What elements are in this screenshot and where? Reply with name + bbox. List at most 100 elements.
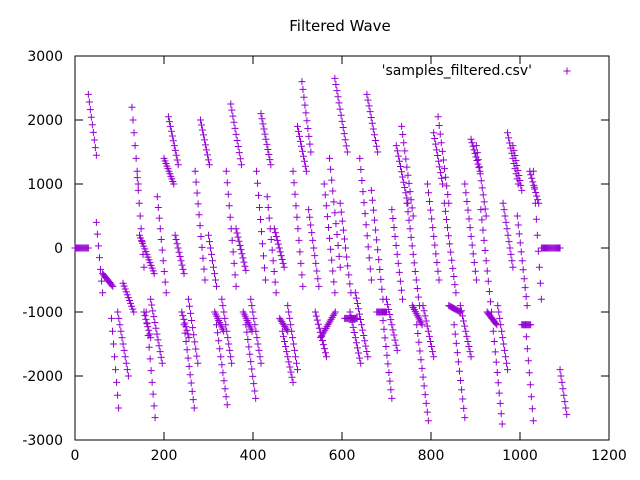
data-point bbox=[435, 157, 443, 165]
data-point bbox=[320, 328, 328, 336]
data-point bbox=[246, 350, 254, 358]
data-point bbox=[285, 308, 293, 316]
data-point bbox=[468, 139, 476, 147]
data-point bbox=[124, 372, 132, 380]
data-point bbox=[405, 216, 413, 224]
data-point bbox=[107, 314, 115, 322]
data-point bbox=[436, 163, 444, 171]
y-tick-label: -2000 bbox=[22, 369, 63, 385]
data-point bbox=[534, 196, 542, 204]
data-point bbox=[431, 241, 439, 249]
data-point bbox=[121, 285, 129, 293]
data-point bbox=[232, 282, 240, 290]
data-point bbox=[276, 248, 284, 256]
data-point bbox=[313, 316, 321, 324]
data-point bbox=[150, 270, 158, 278]
data-point bbox=[457, 307, 465, 315]
data-point bbox=[365, 254, 373, 262]
data-point bbox=[328, 176, 336, 184]
data-point bbox=[243, 328, 251, 336]
data-point bbox=[293, 359, 301, 367]
data-point bbox=[170, 142, 178, 150]
data-point bbox=[258, 115, 266, 123]
data-point bbox=[354, 305, 362, 313]
data-point bbox=[149, 307, 157, 315]
data-point bbox=[399, 173, 407, 181]
data-point bbox=[434, 267, 442, 275]
data-point bbox=[458, 386, 466, 394]
data-point bbox=[426, 337, 434, 345]
data-point bbox=[174, 161, 182, 169]
data-point bbox=[270, 225, 278, 233]
data-point bbox=[235, 149, 243, 157]
data-point bbox=[158, 246, 166, 254]
data-point bbox=[440, 199, 448, 207]
data-point bbox=[421, 391, 429, 399]
data-point bbox=[474, 156, 482, 164]
data-point bbox=[445, 232, 453, 240]
data-point bbox=[326, 234, 334, 242]
data-point bbox=[330, 198, 338, 206]
data-point bbox=[375, 256, 383, 264]
data-point bbox=[481, 205, 489, 213]
data-point bbox=[556, 366, 564, 374]
data-point bbox=[472, 142, 480, 150]
data-point bbox=[92, 218, 100, 226]
data-point bbox=[94, 242, 102, 250]
data-point bbox=[265, 214, 273, 222]
data-point bbox=[536, 279, 544, 287]
data-point bbox=[158, 359, 166, 367]
data-point bbox=[339, 226, 347, 234]
data-point bbox=[242, 266, 250, 274]
data-point bbox=[497, 410, 505, 418]
data-point bbox=[433, 146, 441, 154]
data-point bbox=[352, 294, 360, 302]
data-point bbox=[336, 105, 344, 113]
data-point bbox=[114, 308, 122, 316]
data-point bbox=[122, 288, 130, 296]
data-point bbox=[284, 353, 292, 361]
data-point bbox=[436, 130, 444, 138]
data-point bbox=[149, 390, 157, 398]
data-point bbox=[306, 140, 314, 148]
data-point bbox=[404, 208, 412, 216]
data-point bbox=[128, 302, 136, 310]
data-point bbox=[385, 368, 393, 376]
data-point bbox=[494, 302, 502, 310]
data-point bbox=[214, 329, 222, 337]
data-point bbox=[501, 346, 509, 354]
data-point bbox=[188, 387, 196, 395]
data-point bbox=[367, 186, 375, 194]
data-point bbox=[444, 191, 452, 199]
data-point bbox=[448, 256, 456, 264]
data-point bbox=[378, 285, 386, 293]
axis-ticks: 0 200 400 600 800 1000 1200 -3000 -2000 -1000 0 100… bbox=[22, 49, 627, 464]
data-point bbox=[399, 295, 407, 303]
data-point bbox=[260, 125, 268, 133]
data-point bbox=[390, 224, 398, 232]
data-point bbox=[394, 259, 402, 267]
data-point bbox=[181, 329, 189, 337]
data-point bbox=[353, 344, 361, 352]
data-point bbox=[231, 271, 239, 279]
data-point bbox=[312, 259, 320, 267]
data-point bbox=[201, 276, 209, 284]
data-point bbox=[406, 188, 414, 196]
data-point bbox=[225, 340, 233, 348]
data-point bbox=[503, 359, 511, 367]
data-point bbox=[213, 321, 221, 329]
data-point bbox=[464, 206, 472, 214]
data-point bbox=[143, 320, 151, 328]
data-point bbox=[234, 143, 242, 151]
data-point bbox=[204, 156, 212, 164]
data-point bbox=[286, 314, 294, 322]
data-point bbox=[520, 275, 528, 283]
data-point bbox=[159, 257, 167, 265]
data-point bbox=[356, 354, 364, 362]
data-point bbox=[206, 238, 214, 246]
data-point bbox=[373, 142, 381, 150]
data-point bbox=[388, 321, 396, 329]
data-point bbox=[299, 85, 307, 93]
data-point bbox=[190, 331, 198, 339]
data-point bbox=[115, 404, 123, 412]
